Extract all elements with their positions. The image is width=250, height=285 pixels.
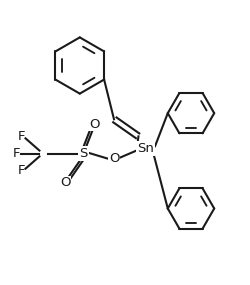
- Text: F: F: [17, 164, 25, 177]
- Text: O: O: [89, 118, 100, 131]
- Text: S: S: [79, 147, 88, 160]
- Text: F: F: [17, 130, 25, 143]
- Text: Sn: Sn: [137, 142, 154, 155]
- Text: O: O: [60, 176, 70, 189]
- Text: O: O: [109, 152, 119, 165]
- Text: F: F: [12, 147, 20, 160]
